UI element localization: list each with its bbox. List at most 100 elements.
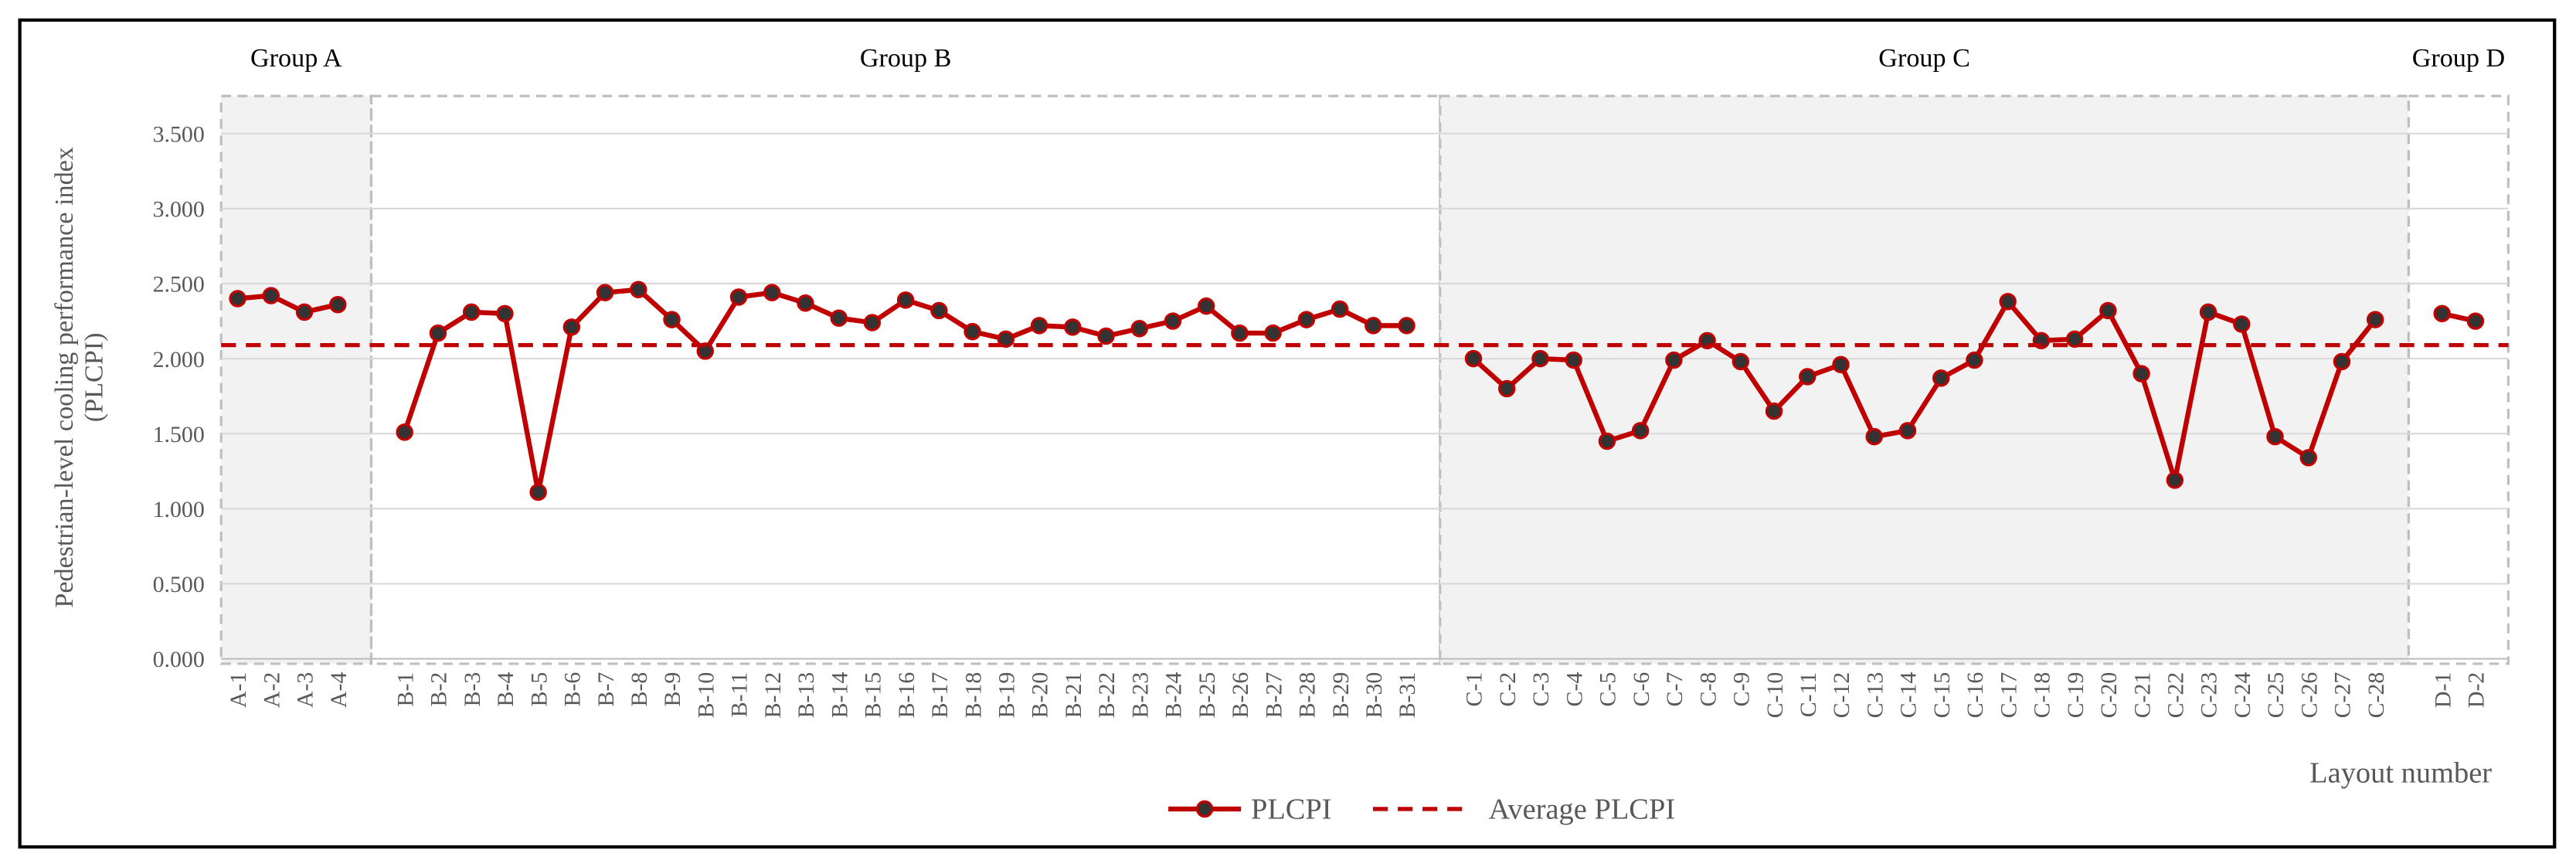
y-axis-title: (PLCPI) bbox=[80, 332, 108, 422]
group-label: Group A bbox=[250, 44, 342, 73]
point bbox=[1130, 320, 1148, 338]
point bbox=[2333, 352, 2351, 371]
point bbox=[1565, 351, 1582, 369]
x-tick-label: B-11 bbox=[727, 672, 753, 718]
x-tick-label: C-24 bbox=[2230, 672, 2255, 719]
point bbox=[596, 284, 614, 301]
point bbox=[1398, 317, 1415, 335]
point bbox=[896, 291, 915, 309]
x-tick-label: C-1 bbox=[1462, 672, 1487, 707]
x-tick-label: B-22 bbox=[1094, 672, 1120, 719]
x-tick-label: B-29 bbox=[1328, 672, 1354, 719]
x-tick-label: B-6 bbox=[560, 672, 586, 707]
point bbox=[462, 303, 481, 321]
point bbox=[1731, 352, 1750, 371]
x-tick-label: C-18 bbox=[2030, 672, 2055, 719]
x-tick-label: B-27 bbox=[1261, 672, 1286, 719]
point bbox=[562, 318, 581, 336]
x-tick-label: B-7 bbox=[593, 672, 619, 707]
point bbox=[863, 314, 882, 332]
group-label: Group B bbox=[860, 44, 952, 73]
x-tick-label: B-19 bbox=[994, 672, 1019, 719]
x-tick-label: C-28 bbox=[2364, 672, 2389, 719]
point bbox=[2065, 330, 2084, 348]
point bbox=[229, 290, 246, 308]
point bbox=[663, 311, 681, 328]
point bbox=[1531, 349, 1549, 368]
group-box bbox=[369, 94, 1442, 665]
x-tick-label: B-13 bbox=[794, 672, 819, 719]
x-tick-label: C-8 bbox=[1695, 672, 1721, 707]
point bbox=[797, 294, 814, 312]
point bbox=[729, 288, 748, 306]
point bbox=[2099, 301, 2117, 320]
point bbox=[1297, 311, 1316, 328]
x-tick-label: B-25 bbox=[1195, 672, 1220, 719]
point bbox=[1197, 297, 1215, 315]
group-box bbox=[2407, 94, 2510, 665]
x-tick-label: C-12 bbox=[1829, 672, 1854, 719]
point bbox=[1097, 327, 1115, 345]
x-tick-label: C-20 bbox=[2096, 672, 2122, 719]
y-tick-label: 3.500 bbox=[153, 121, 205, 147]
x-tick-label: C-23 bbox=[2197, 672, 2222, 719]
point bbox=[1598, 432, 1616, 450]
x-tick-label: C-27 bbox=[2330, 672, 2356, 719]
y-tick-label: 0.000 bbox=[153, 647, 205, 672]
point bbox=[295, 303, 314, 321]
y-tick-label: 3.000 bbox=[153, 197, 205, 223]
point bbox=[2266, 427, 2284, 446]
point bbox=[997, 330, 1015, 348]
x-tick-label: D-2 bbox=[2464, 672, 2489, 709]
point bbox=[1898, 422, 1917, 440]
x-tick-label: C-7 bbox=[1662, 672, 1687, 707]
point bbox=[2466, 312, 2485, 330]
point bbox=[1799, 368, 1816, 386]
x-tick-label: C-21 bbox=[2129, 672, 2155, 719]
point bbox=[1832, 355, 1850, 374]
point bbox=[2299, 449, 2317, 467]
point bbox=[1665, 351, 1683, 369]
x-tick-label: B-10 bbox=[693, 672, 719, 719]
x-tick-label: B-16 bbox=[894, 672, 919, 719]
x-tick-label: B-30 bbox=[1361, 672, 1387, 719]
point bbox=[963, 322, 981, 341]
x-tick-label: A-3 bbox=[293, 672, 318, 709]
x-tick-label: C-5 bbox=[1596, 672, 1621, 707]
x-tick-label: B-5 bbox=[526, 672, 552, 707]
x-tick-label: A-2 bbox=[259, 672, 284, 709]
x-tick-label: C-26 bbox=[2296, 672, 2322, 719]
group-box bbox=[1439, 94, 2411, 665]
x-tick-label: C-11 bbox=[1796, 672, 1821, 718]
group-label: Group C bbox=[1878, 44, 1970, 73]
point bbox=[1498, 379, 1516, 398]
x-tick-label: C-9 bbox=[1729, 672, 1755, 707]
y-axis-title: Pedestrian-level cooling performance ind… bbox=[50, 147, 79, 608]
point bbox=[329, 295, 347, 314]
legend-label: PLCPI bbox=[1251, 794, 1332, 826]
x-tick-label: B-17 bbox=[927, 672, 953, 719]
x-tick-label: B-14 bbox=[827, 672, 852, 719]
point bbox=[830, 309, 848, 327]
point bbox=[1164, 312, 1182, 330]
x-tick-label: C-4 bbox=[1562, 672, 1587, 707]
x-tick-label: B-12 bbox=[760, 672, 786, 719]
x-tick-label: B-2 bbox=[427, 672, 452, 707]
y-tick-label: 2.000 bbox=[153, 347, 205, 372]
point bbox=[1464, 349, 1483, 368]
x-tick-label: C-2 bbox=[1495, 672, 1521, 707]
x-tick-label: B-18 bbox=[960, 672, 986, 719]
point bbox=[429, 324, 447, 342]
point bbox=[496, 304, 514, 323]
x-tick-label: B-24 bbox=[1161, 672, 1187, 719]
point bbox=[1966, 351, 1983, 369]
point bbox=[630, 280, 647, 298]
point bbox=[763, 284, 781, 301]
x-tick-label: B-26 bbox=[1228, 672, 1253, 719]
x-tick-label: C-15 bbox=[1929, 672, 1955, 719]
x-tick-label: A-4 bbox=[326, 672, 352, 709]
point bbox=[2133, 365, 2150, 382]
x-axis-title: Layout number bbox=[2309, 757, 2492, 790]
frame bbox=[18, 18, 2557, 849]
